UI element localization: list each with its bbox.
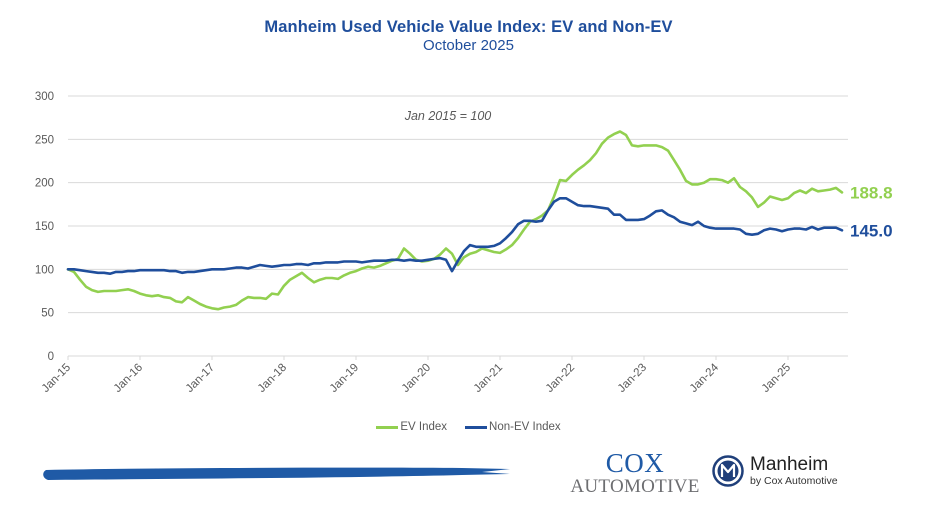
manheim-logo: Manheim by Cox Automotive <box>712 455 838 487</box>
manheim-m-icon <box>712 455 744 487</box>
x-tick-label: Jan-21 <box>472 362 505 395</box>
series-line-ev <box>66 130 844 311</box>
manheim-name: Manheim <box>750 454 829 476</box>
x-tick-label: Jan-22 <box>544 362 577 395</box>
legend-item-ev: EV Index <box>376 421 447 433</box>
cox-logo-bottom: AUTOMOTIVE <box>570 476 700 497</box>
x-tick-label: Jan-23 <box>616 362 649 395</box>
chart-subtitle: October 2025 <box>423 37 514 54</box>
gridlines <box>68 95 848 357</box>
chart-title: Manheim Used Vehicle Value Index: EV and… <box>264 18 673 36</box>
x-tick-label: Jan-19 <box>328 362 361 395</box>
end-labels: 188.8 145.0 <box>850 183 893 240</box>
y-tick-label: 0 <box>48 351 54 363</box>
x-tick-label: Jan-17 <box>184 362 217 395</box>
series-lines <box>66 130 844 311</box>
cox-automotive-logo: COX AUTOMOTIVE <box>570 448 700 497</box>
brand-brush-stroke <box>43 467 510 480</box>
series-line-non-ev <box>66 197 844 276</box>
legend-swatch-non-ev <box>465 425 488 429</box>
legend: EV Index Non-EV Index <box>0 421 937 433</box>
legend-label-ev: EV Index <box>400 421 448 433</box>
y-tick-label: 100 <box>35 264 54 276</box>
y-tick-label: 300 <box>35 91 54 103</box>
x-tick-label: Jan-16 <box>112 362 145 395</box>
cox-logo-top: COX <box>605 448 665 478</box>
x-tick-label: Jan-20 <box>400 362 433 395</box>
x-tick-label: Jan-18 <box>256 362 289 395</box>
x-tick-label: Jan-25 <box>760 362 793 395</box>
y-tick-label: 50 <box>41 308 54 320</box>
y-axis-ticks: 0 50 100 150 200 250 300 <box>35 91 54 363</box>
end-label-non-ev: 145.0 <box>850 221 893 240</box>
x-tick-label: Jan-15 <box>40 362 73 395</box>
x-axis: Jan-15 Jan-16 Jan-17 Jan-18 Jan-19 Jan-20 Jan-… <box>40 355 848 395</box>
base-annotation: Jan 2015 = 100 <box>404 109 492 123</box>
end-label-ev: 188.8 <box>850 183 893 202</box>
manheim-tagline: by Cox Automotive <box>750 475 838 488</box>
y-tick-label: 200 <box>35 178 54 190</box>
legend-swatch-ev <box>376 425 399 429</box>
y-tick-label: 250 <box>35 134 54 146</box>
x-tick-label: Jan-24 <box>688 361 722 395</box>
legend-item-non-ev: Non-EV Index <box>465 421 561 433</box>
y-tick-label: 150 <box>35 221 54 233</box>
legend-label-non-ev: Non-EV Index <box>489 421 561 433</box>
